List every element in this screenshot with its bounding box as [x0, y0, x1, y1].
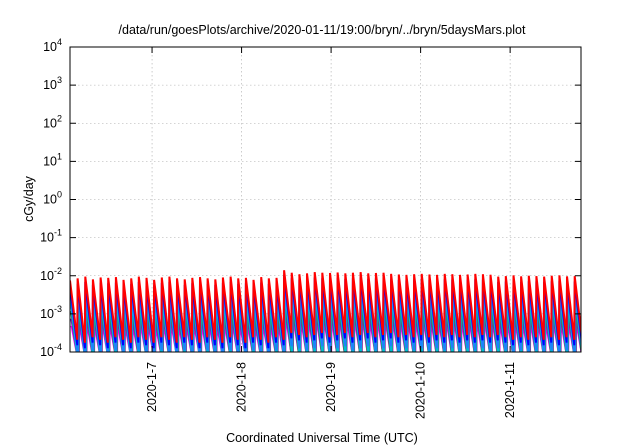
x-tick-label: 2020-1-7	[145, 362, 159, 412]
series-group	[70, 270, 581, 352]
y-tick-label: 10-1	[40, 228, 62, 245]
y-tick-label: 102	[43, 113, 62, 130]
y-tick-label: 101	[43, 151, 62, 168]
chart-title: /data/run/goesPlots/archive/2020-01-11/1…	[119, 23, 526, 37]
x-axis: 2020-1-7 2020-1-8 2020-1-9 2020-1-10 2020-1-…	[145, 47, 517, 419]
y-tick-label: 103	[43, 75, 62, 92]
x-axis-label: Coordinated Universal Time (UTC)	[226, 431, 418, 445]
series-line	[70, 270, 581, 343]
y-tick-label: 100	[43, 190, 62, 207]
y-axis-label: cGy/day	[22, 175, 36, 222]
y-tick-label: 10-3	[40, 304, 62, 321]
y-tick-label: 104	[43, 37, 62, 54]
x-tick-label: 2020-1-11	[503, 362, 517, 418]
x-tick-label: 2020-1-10	[414, 362, 428, 419]
y-tick-label: 10-4	[40, 342, 62, 359]
y-axis: 10-4 10-3 10-2 10-1 100 101 102 103 104	[40, 37, 581, 359]
x-tick-label: 2020-1-8	[235, 362, 249, 412]
x-tick-label: 2020-1-9	[324, 362, 338, 412]
y-tick-label: 10-2	[40, 266, 62, 283]
